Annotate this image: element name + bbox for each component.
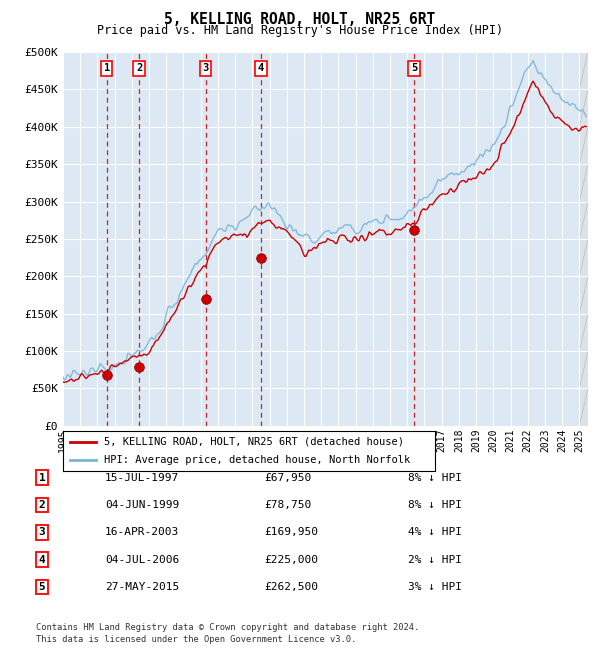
Text: 3: 3 [38,527,46,538]
Text: 2: 2 [136,63,142,73]
Text: 16-APR-2003: 16-APR-2003 [105,527,179,538]
Text: £169,950: £169,950 [264,527,318,538]
Text: £262,500: £262,500 [264,582,318,592]
Text: 04-JUN-1999: 04-JUN-1999 [105,500,179,510]
Text: 3% ↓ HPI: 3% ↓ HPI [408,582,462,592]
Text: HPI: Average price, detached house, North Norfolk: HPI: Average price, detached house, Nort… [104,456,410,465]
Text: 4% ↓ HPI: 4% ↓ HPI [408,527,462,538]
Text: 27-MAY-2015: 27-MAY-2015 [105,582,179,592]
Text: Price paid vs. HM Land Registry's House Price Index (HPI): Price paid vs. HM Land Registry's House … [97,24,503,37]
Text: This data is licensed under the Open Government Licence v3.0.: This data is licensed under the Open Gov… [36,634,356,644]
Text: 2: 2 [38,500,46,510]
Bar [580,52,596,426]
Text: 1: 1 [38,473,46,483]
Text: 4: 4 [258,63,264,73]
Text: £67,950: £67,950 [264,473,311,483]
Text: 8% ↓ HPI: 8% ↓ HPI [408,473,462,483]
Text: 5, KELLING ROAD, HOLT, NR25 6RT: 5, KELLING ROAD, HOLT, NR25 6RT [164,12,436,27]
Text: Contains HM Land Registry data © Crown copyright and database right 2024.: Contains HM Land Registry data © Crown c… [36,623,419,632]
Text: 2% ↓ HPI: 2% ↓ HPI [408,554,462,565]
Text: 3: 3 [203,63,209,73]
Text: 8% ↓ HPI: 8% ↓ HPI [408,500,462,510]
Text: 5: 5 [38,582,46,592]
Text: 5, KELLING ROAD, HOLT, NR25 6RT (detached house): 5, KELLING ROAD, HOLT, NR25 6RT (detache… [104,437,404,447]
Text: £78,750: £78,750 [264,500,311,510]
Text: 5: 5 [411,63,417,73]
Text: £225,000: £225,000 [264,554,318,565]
Text: 4: 4 [38,554,46,565]
Text: 04-JUL-2006: 04-JUL-2006 [105,554,179,565]
Text: 1: 1 [104,63,110,73]
Text: 15-JUL-1997: 15-JUL-1997 [105,473,179,483]
